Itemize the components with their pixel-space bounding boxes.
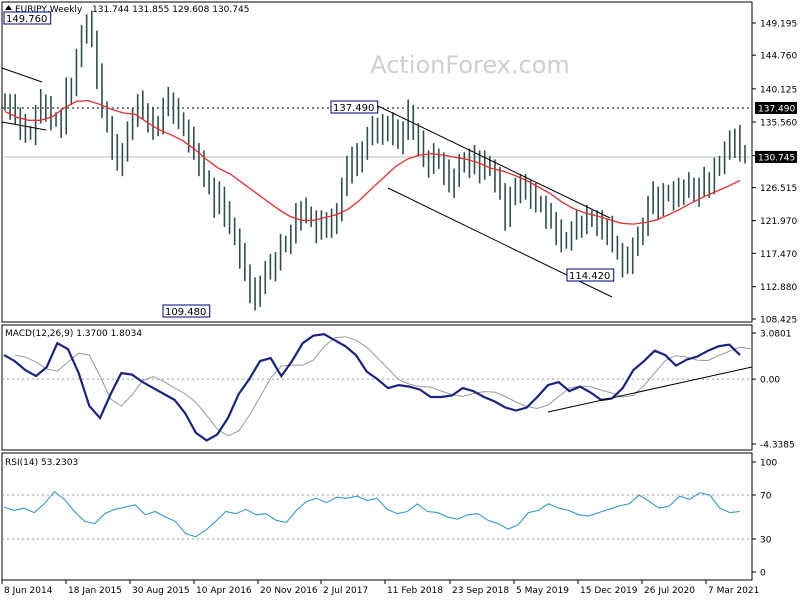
rsi-line	[3, 490, 741, 538]
rsi-tick-label: 30	[760, 536, 772, 546]
date-tick-label: 15 Dec 2019	[580, 586, 638, 596]
macd-panel	[1, 324, 753, 451]
rsi-header: RSI(14) 53.2303	[5, 458, 78, 468]
label-high-2018: 137.490	[330, 100, 379, 114]
trend-line	[377, 105, 611, 219]
price-tick-label: 112.880	[760, 283, 797, 293]
date-tick-label: 30 Aug 2015	[132, 586, 190, 596]
label-low-2020: 114.420	[566, 268, 615, 282]
date-tick-label: 2 Jul 2017	[323, 586, 368, 596]
label-high-2018-box	[330, 100, 379, 114]
price-tick-label: 126.515	[760, 184, 797, 194]
price-tick-label: 121.970	[760, 217, 797, 227]
price-panel	[1, 1, 753, 323]
price-tick-label: 149.195	[760, 20, 797, 30]
macd-trend-line	[547, 366, 753, 413]
moving-average-line	[4, 99, 741, 225]
date-tick-label: 10 Apr 2016	[196, 586, 252, 596]
symbol-title: EURJPY,Weekly	[15, 5, 83, 15]
watermark: ActionForex.com	[370, 51, 570, 79]
rsi-tick-label: 100	[760, 459, 777, 469]
price-header: EURJPY,Weekly 131.744 131.855 129.608 13…	[5, 5, 249, 15]
date-tick-label: 26 Jul 2020	[644, 586, 695, 596]
price-tick-label: 144.760	[760, 52, 797, 62]
current-price-tag: 130.745	[755, 150, 797, 163]
price-tick-label: 140.125	[760, 85, 797, 95]
axes-layer: 149.195144.760140.125135.560130.925126.5…	[1, 20, 797, 596]
current-price-tag-text: 130.745	[758, 153, 795, 163]
triangle-icon	[5, 5, 12, 10]
panels	[1, 1, 753, 581]
date-tick-label: 5 May 2019	[516, 586, 569, 596]
label-low-2020-box	[566, 268, 615, 282]
date-tick-label: 8 Jun 2014	[4, 586, 53, 596]
rsi-tick-label: 0	[760, 569, 766, 579]
resistance-price-tag-text: 137.490	[758, 104, 795, 114]
macd-line	[3, 333, 741, 442]
date-tick-label: 20 Nov 2016	[260, 586, 318, 596]
date-tick-label: 11 Feb 2018	[387, 586, 443, 596]
label-low-2016-text: 109.480	[165, 307, 206, 318]
date-tick-label: 7 Mar 2021	[708, 586, 759, 596]
macd-tick-label: 3.0801	[760, 330, 792, 340]
trend-line	[1, 67, 43, 83]
macd-tick-label: 0.00	[760, 376, 780, 386]
label-high-2014: 149.760	[3, 11, 52, 25]
macd-signal-line	[14, 336, 751, 437]
current-price-tag-bg	[755, 150, 797, 163]
label-high-2014-box	[3, 11, 52, 25]
label-high-2014-text: 149.760	[6, 14, 47, 25]
price-tick-label: 117.470	[760, 250, 797, 260]
price-tick-label: 108.425	[760, 316, 797, 326]
label-low-2016-box	[162, 304, 211, 318]
label-low-2020-text: 114.420	[569, 271, 610, 282]
price-layer: 149.760 137.490 109.480 114.420	[1, 10, 752, 318]
label-high-2018-text: 137.490	[333, 103, 374, 114]
resistance-price-tag: 137.490	[755, 101, 797, 114]
rsi-panel	[1, 452, 753, 581]
trend-line	[1, 121, 47, 131]
date-tick-label: 23 Sep 2018	[452, 586, 509, 596]
date-tick-label: 18 Jan 2015	[68, 586, 122, 596]
macd-tick-label: -4.3385	[760, 441, 795, 451]
ohlc-values: 131.744 131.855 129.608 130.745	[92, 5, 249, 15]
rsi-layer	[2, 490, 752, 540]
price-tick-label: 135.560	[760, 118, 797, 128]
resistance-price-tag-bg	[755, 101, 797, 114]
macd-layer	[2, 333, 753, 442]
label-low-2016: 109.480	[162, 304, 211, 318]
macd-header: MACD(12,26,9) 1.3700 1.8034	[5, 329, 142, 339]
rsi-tick-label: 70	[760, 492, 772, 502]
